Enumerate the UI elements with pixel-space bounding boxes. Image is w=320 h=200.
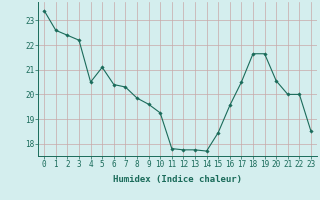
X-axis label: Humidex (Indice chaleur): Humidex (Indice chaleur) xyxy=(113,175,242,184)
